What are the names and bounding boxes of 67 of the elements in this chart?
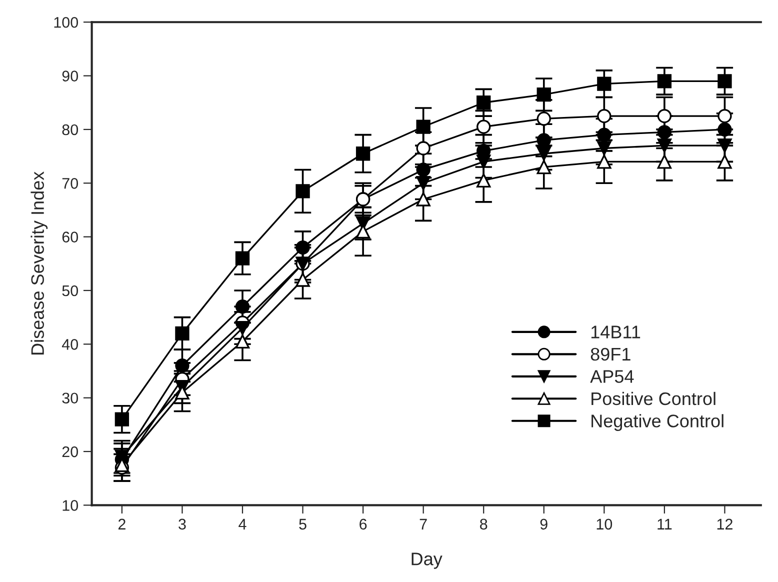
x-tick-label: 4 [238, 518, 246, 530]
point [718, 108, 732, 124]
point [718, 122, 732, 137]
point [235, 320, 250, 336]
legend-label: Negative Control [592, 414, 724, 431]
legend-label: 89F1 [590, 348, 630, 361]
y-tick-label: 100 [54, 16, 78, 28]
y-tick-label: 60 [62, 232, 78, 242]
point [718, 138, 732, 153]
x-tick-label: 11 [658, 518, 672, 530]
point [597, 141, 612, 156]
x-tick-label: 7 [420, 518, 427, 530]
x-tick-label: 12 [717, 518, 732, 530]
point [356, 146, 370, 161]
x-tick-label: 9 [540, 518, 548, 530]
y-tick-label: 80 [62, 124, 78, 136]
point [476, 154, 491, 169]
y-tick-label: 40 [62, 339, 78, 350]
point [597, 108, 612, 124]
y-tick-label: 90 [62, 70, 78, 82]
point [657, 138, 672, 153]
point [296, 240, 310, 255]
point [416, 192, 430, 206]
point [536, 160, 551, 174]
point [416, 162, 430, 177]
point [536, 87, 551, 102]
point [296, 272, 310, 287]
x-tick-label: 6 [360, 518, 367, 530]
point [235, 300, 250, 314]
y-axis-title: Disease Severity Index [30, 172, 48, 354]
point [657, 108, 672, 124]
point [296, 184, 310, 198]
point [536, 112, 551, 126]
x-tick-label: 5 [299, 518, 306, 530]
point [597, 76, 612, 91]
point [476, 96, 491, 110]
point [175, 326, 190, 341]
y-tick-label: 70 [62, 178, 78, 189]
point [416, 176, 430, 190]
y-tick-label: 50 [62, 285, 78, 296]
point [416, 120, 430, 134]
point [235, 334, 250, 349]
x-tick-label: 2 [118, 518, 126, 530]
point [657, 154, 672, 169]
y-tick-label: 20 [62, 446, 78, 458]
x-tick-label: 3 [178, 518, 186, 530]
y-tick-label: 30 [62, 392, 78, 404]
point [657, 74, 672, 88]
point [114, 412, 130, 426]
x-tick-label: 10 [596, 518, 612, 530]
legend-label: AP54 [590, 370, 634, 383]
point [476, 173, 491, 188]
legend-label: Positive Control [592, 392, 716, 406]
point [416, 141, 430, 156]
y-tick-label: 10 [62, 500, 78, 511]
point [718, 74, 732, 88]
point [175, 358, 190, 373]
x-axis-title: Day [412, 552, 442, 569]
x-tick-label: 8 [480, 518, 488, 530]
point [657, 125, 672, 140]
point [476, 120, 491, 134]
legend-label: 14B11 [591, 326, 640, 338]
point [597, 128, 612, 142]
point [235, 251, 250, 266]
point [536, 146, 551, 161]
point [718, 154, 732, 169]
point [597, 154, 612, 169]
